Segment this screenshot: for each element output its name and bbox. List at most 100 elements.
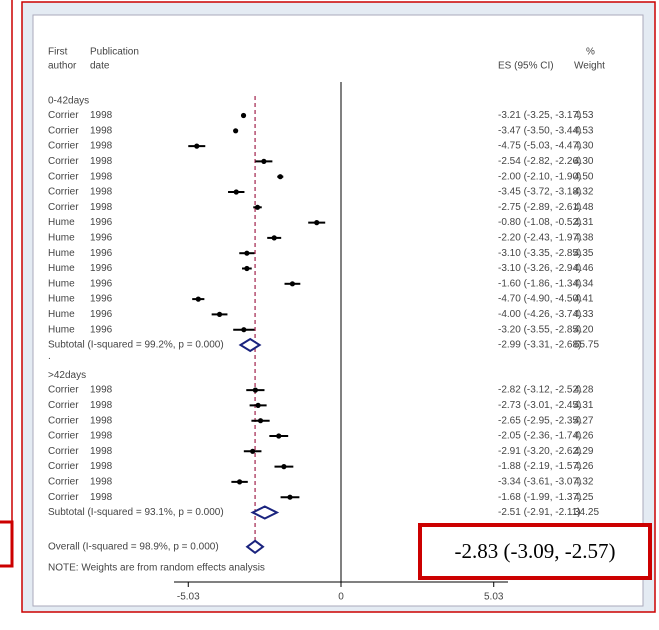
date: 1998 bbox=[90, 187, 113, 198]
header: author bbox=[48, 61, 77, 72]
header: Weight bbox=[574, 61, 605, 72]
author: Hume bbox=[48, 248, 75, 259]
date: 1998 bbox=[90, 110, 113, 121]
author: Corrier bbox=[48, 492, 79, 503]
author: Corrier bbox=[48, 187, 79, 198]
es-label: -3.47 (-3.50, -3.44) bbox=[498, 125, 581, 136]
es-label: -2.51 (-2.91, -2.11) bbox=[498, 507, 581, 518]
callout-box bbox=[418, 523, 652, 580]
date: 1998 bbox=[90, 431, 113, 442]
point-estimate bbox=[233, 128, 239, 134]
overall-callout: -2.83 (-3.09, -2.57) bbox=[455, 539, 616, 563]
date: 1998 bbox=[90, 171, 113, 182]
es-label: -2.54 (-2.82, -2.26) bbox=[498, 156, 581, 167]
point-estimate bbox=[241, 327, 247, 333]
header: date bbox=[90, 61, 110, 72]
author: Corrier bbox=[48, 431, 79, 442]
weight: 4.32 bbox=[574, 477, 594, 488]
author: Hume bbox=[48, 263, 75, 274]
weight: 4.53 bbox=[574, 125, 594, 136]
weight: 4.27 bbox=[574, 415, 594, 426]
author: Corrier bbox=[48, 400, 79, 411]
author: Hume bbox=[48, 217, 75, 228]
weight: 4.20 bbox=[574, 324, 594, 335]
date: 1996 bbox=[90, 324, 113, 335]
group-name: >42days bbox=[48, 370, 86, 381]
point-estimate bbox=[289, 281, 296, 287]
date: 1996 bbox=[90, 309, 113, 320]
point-estimate bbox=[233, 189, 239, 195]
author: Corrier bbox=[48, 477, 79, 488]
es-label: -4.00 (-4.26, -3.74) bbox=[498, 309, 581, 320]
weight: 4.31 bbox=[574, 400, 594, 411]
author: Corrier bbox=[48, 446, 79, 457]
author: Corrier bbox=[48, 415, 79, 426]
point-estimate bbox=[244, 250, 250, 256]
point-estimate bbox=[236, 479, 243, 485]
date: 1998 bbox=[90, 477, 113, 488]
es-label: -3.10 (-3.26, -2.94) bbox=[498, 263, 581, 274]
es-label: -2.73 (-3.01, -2.45) bbox=[498, 400, 581, 411]
weight: 4.30 bbox=[574, 141, 594, 152]
es-label: -3.20 (-3.55, -2.85) bbox=[498, 324, 581, 335]
x-tick-label: -5.03 bbox=[177, 592, 200, 603]
date: 1998 bbox=[90, 385, 113, 396]
date: 1998 bbox=[90, 156, 113, 167]
es-label: -2.20 (-2.43, -1.97) bbox=[498, 233, 581, 244]
weight: 4.32 bbox=[574, 187, 594, 198]
x-tick-label: 0 bbox=[338, 592, 344, 603]
header: % bbox=[586, 47, 595, 58]
es-label: -2.82 (-3.12, -2.52) bbox=[498, 385, 581, 396]
es-label: -3.21 (-3.25, -3.17) bbox=[498, 110, 581, 121]
point-estimate bbox=[257, 418, 264, 424]
es-label: -3.10 (-3.35, -2.85) bbox=[498, 248, 581, 259]
point-estimate bbox=[216, 311, 223, 317]
group-name: 0-42days bbox=[48, 96, 89, 107]
es-label: -2.05 (-2.36, -1.74) bbox=[498, 431, 581, 442]
point-estimate bbox=[276, 433, 282, 439]
point-estimate bbox=[281, 464, 287, 470]
es-label: -3.34 (-3.61, -3.07) bbox=[498, 477, 581, 488]
author: Hume bbox=[48, 294, 75, 305]
es-label: -3.45 (-3.72, -3.18) bbox=[498, 187, 581, 198]
separator: . bbox=[48, 351, 51, 362]
weight: 4.41 bbox=[574, 294, 594, 305]
author: Hume bbox=[48, 233, 75, 244]
author: Corrier bbox=[48, 385, 79, 396]
weight: 4.35 bbox=[574, 248, 594, 259]
pooled-diamond bbox=[238, 337, 262, 353]
point-estimate bbox=[261, 158, 267, 164]
es-label: -1.88 (-2.19, -1.57) bbox=[498, 461, 581, 472]
weight: 4.31 bbox=[574, 217, 594, 228]
es-label: -2.99 (-3.31, -2.68) bbox=[498, 340, 581, 351]
es-label: -0.80 (-1.08, -0.52) bbox=[498, 217, 581, 228]
weight: 65.75 bbox=[574, 340, 599, 351]
es-label: -1.60 (-1.86, -1.34) bbox=[498, 278, 581, 289]
date: 1996 bbox=[90, 233, 113, 244]
date: 1998 bbox=[90, 415, 113, 426]
weight: 4.34 bbox=[574, 278, 594, 289]
point-estimate bbox=[194, 143, 200, 149]
header: ES (95% CI) bbox=[498, 61, 554, 72]
weight: 4.28 bbox=[574, 385, 594, 396]
weight: 4.26 bbox=[574, 431, 594, 442]
author: Hume bbox=[48, 309, 75, 320]
marks: 0-42days Corrier 1998 -3.21 (-3.25, -3.17) 4… bbox=[48, 82, 599, 603]
date: 1996 bbox=[90, 217, 113, 228]
date: 1998 bbox=[90, 400, 113, 411]
point-estimate bbox=[277, 174, 283, 180]
point-estimate bbox=[250, 448, 256, 454]
point-estimate bbox=[255, 402, 261, 408]
subtotal-label: Subtotal (I-squared = 93.1%, p = 0.000) bbox=[48, 507, 224, 518]
point-estimate bbox=[287, 494, 293, 500]
weight: 4.38 bbox=[574, 233, 594, 244]
author: Corrier bbox=[48, 156, 79, 167]
weight: 4.29 bbox=[574, 446, 594, 457]
weight: 34.25 bbox=[574, 507, 599, 518]
date: 1998 bbox=[90, 461, 113, 472]
date: 1998 bbox=[90, 202, 113, 213]
weight: 4.26 bbox=[574, 461, 594, 472]
es-label: -4.70 (-4.90, -4.50) bbox=[498, 294, 581, 305]
plot-panel bbox=[32, 14, 644, 607]
